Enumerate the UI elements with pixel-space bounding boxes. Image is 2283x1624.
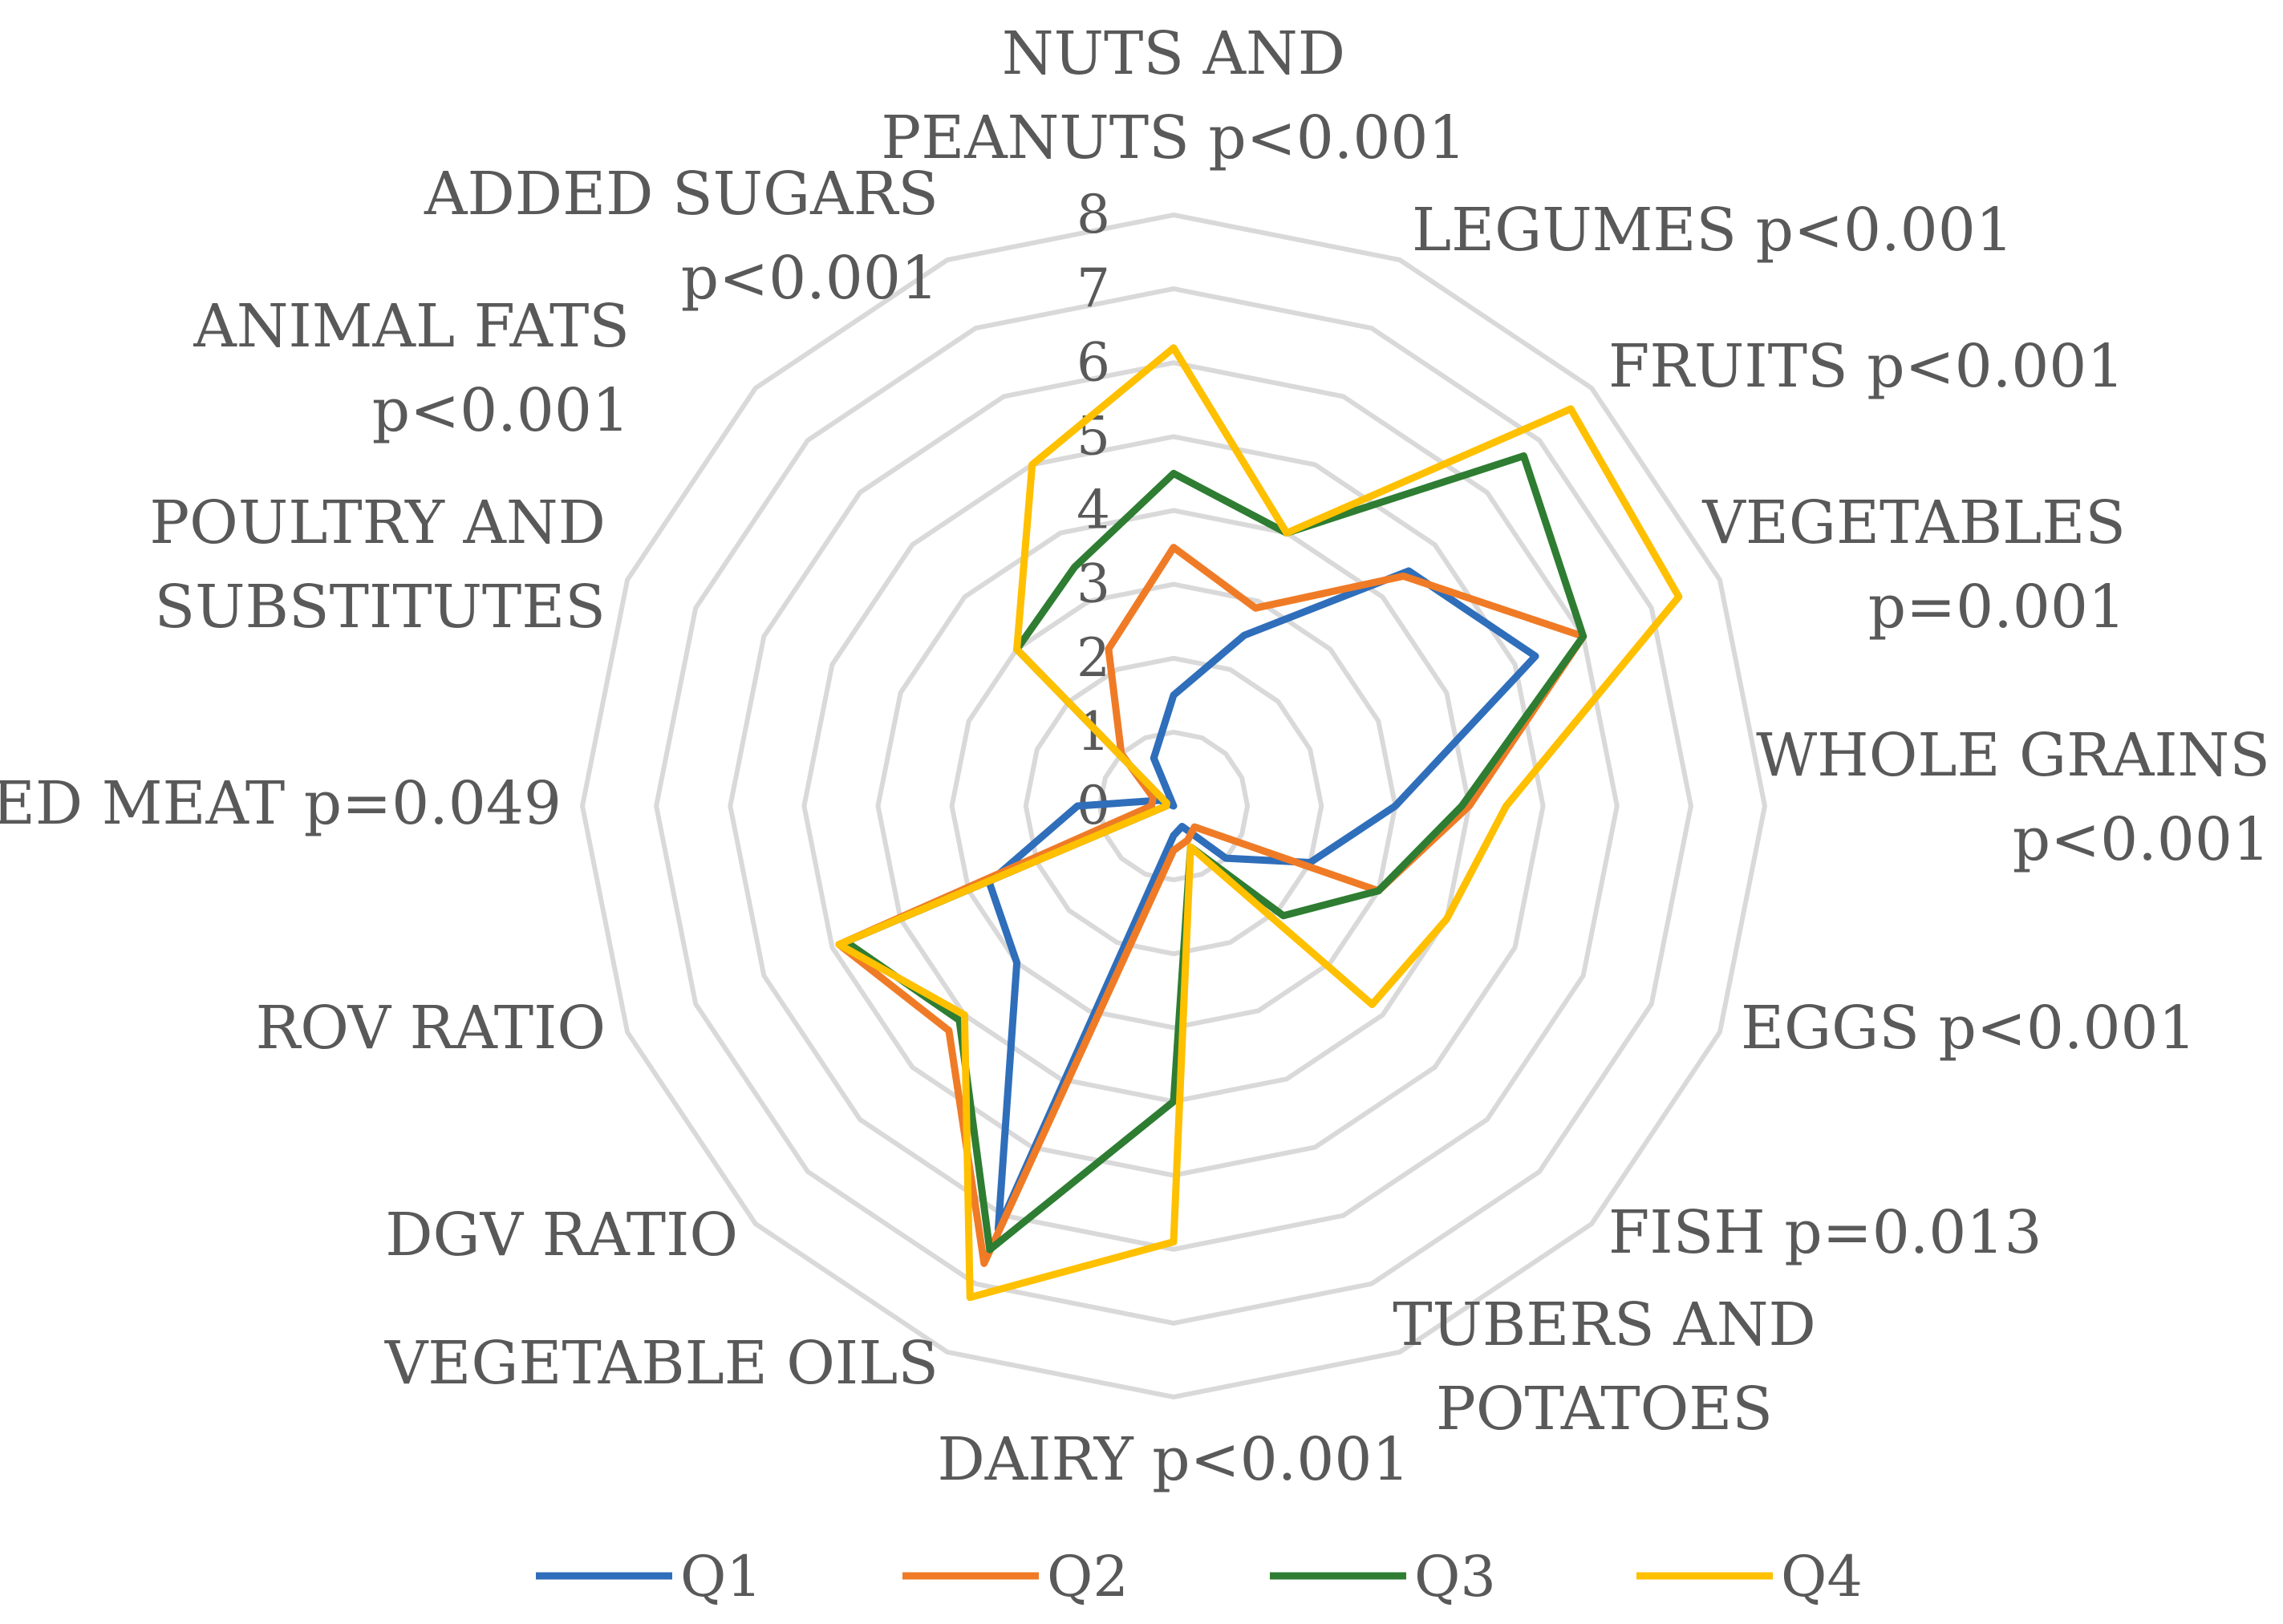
tick-label: 7 — [1077, 257, 1110, 319]
grid-ring-6 — [728, 360, 1620, 1252]
category-label-line: LEGUMES p<0.001 — [1412, 196, 2013, 265]
tick-label: 6 — [1077, 331, 1110, 393]
category-label-line: VEGETABLE OILS — [384, 1329, 939, 1398]
legend-label: Q1 — [680, 1544, 762, 1610]
category-label-line: p=0.001 — [1868, 573, 2126, 642]
legend-item-q2: Q2 — [902, 1544, 1129, 1610]
category-label-line: PEANUTS p<0.001 — [881, 103, 1466, 172]
category-label: VEGETABLE OILS — [384, 1329, 939, 1398]
legend-label: Q4 — [1781, 1544, 1863, 1610]
legend-label: Q2 — [1047, 1544, 1129, 1610]
category-label: NUTS AND PEANUTS p<0.001 — [881, 19, 1466, 172]
category-label-line: p<0.001 — [2013, 805, 2270, 874]
category-label-line: WHOLE GRAINS — [1756, 721, 2270, 790]
legend-item-q4: Q4 — [1636, 1544, 1863, 1610]
category-labels: NUTS AND PEANUTS p<0.001 LEGUMES p<0.001 FR… — [0, 19, 2270, 1494]
category-label-line: p<0.001 — [372, 376, 630, 445]
category-label-line: ANIMAL FATS — [193, 292, 630, 361]
legend: Q1 Q2 Q3 Q4 — [536, 1544, 1863, 1610]
category-label: RED MEAT p=0.049 — [0, 769, 562, 838]
category-label: DGV RATIO — [385, 1201, 738, 1270]
grid-ring-8 — [579, 212, 1768, 1400]
legend-label: Q3 — [1414, 1544, 1496, 1610]
category-label: VEGETABLES p=0.001 — [1701, 488, 2126, 642]
category-label: WHOLE GRAINS p<0.001 — [1756, 721, 2270, 874]
category-label-line: FRUITS p<0.001 — [1608, 332, 2124, 401]
grid-ring-7 — [654, 286, 1693, 1326]
category-label-line: TUBERS AND — [1393, 1290, 1816, 1359]
data-series — [835, 344, 1683, 1302]
category-label: ANIMAL FATS p<0.001 — [193, 292, 630, 445]
legend-item-q1: Q1 — [536, 1544, 762, 1610]
legend-item-q3: Q3 — [1270, 1544, 1496, 1610]
category-label-line: ROV RATIO — [256, 994, 606, 1063]
category-label-line: POTATOES — [1436, 1375, 1773, 1444]
category-label: ROV RATIO — [256, 994, 606, 1063]
grid-ring-2 — [1023, 655, 1324, 957]
category-label-line: RED MEAT p=0.049 — [0, 769, 562, 838]
grid-ring-1 — [1097, 729, 1251, 883]
category-label-line: SUBSTITUTES — [154, 573, 606, 642]
category-label: FRUITS p<0.001 — [1608, 332, 2124, 401]
series-line-q4 — [835, 344, 1683, 1302]
category-label-line: VEGETABLES — [1701, 488, 2126, 557]
category-label-line: DGV RATIO — [385, 1201, 738, 1270]
category-label: FISH p=0.013 — [1608, 1198, 2042, 1267]
category-label-line: NUTS AND — [1002, 19, 1345, 88]
tick-label: 4 — [1077, 480, 1110, 541]
category-label-line: FISH p=0.013 — [1608, 1198, 2042, 1267]
category-label: DAIRY p<0.001 — [937, 1425, 1409, 1494]
category-label: TUBERS AND POTATOES — [1393, 1290, 1816, 1444]
category-label-line: POULTRY AND — [149, 488, 606, 557]
category-label: LEGUMES p<0.001 — [1412, 196, 2013, 265]
category-label-line: DAIRY p<0.001 — [937, 1425, 1409, 1494]
series-line-q2 — [835, 544, 1588, 1267]
category-label: ADDED SUGARS p<0.001 — [424, 160, 939, 313]
category-label-line: p<0.001 — [681, 244, 939, 313]
category-label-line: EGGS p<0.001 — [1741, 994, 2196, 1063]
grid-ring-3 — [949, 581, 1398, 1031]
category-label-line: ADDED SUGARS — [424, 160, 939, 229]
tick-label: 8 — [1077, 184, 1110, 245]
category-label: POULTRY AND SUBSTITUTES — [149, 488, 606, 642]
category-label: EGGS p<0.001 — [1741, 994, 2196, 1063]
tick-label: 2 — [1077, 627, 1110, 689]
